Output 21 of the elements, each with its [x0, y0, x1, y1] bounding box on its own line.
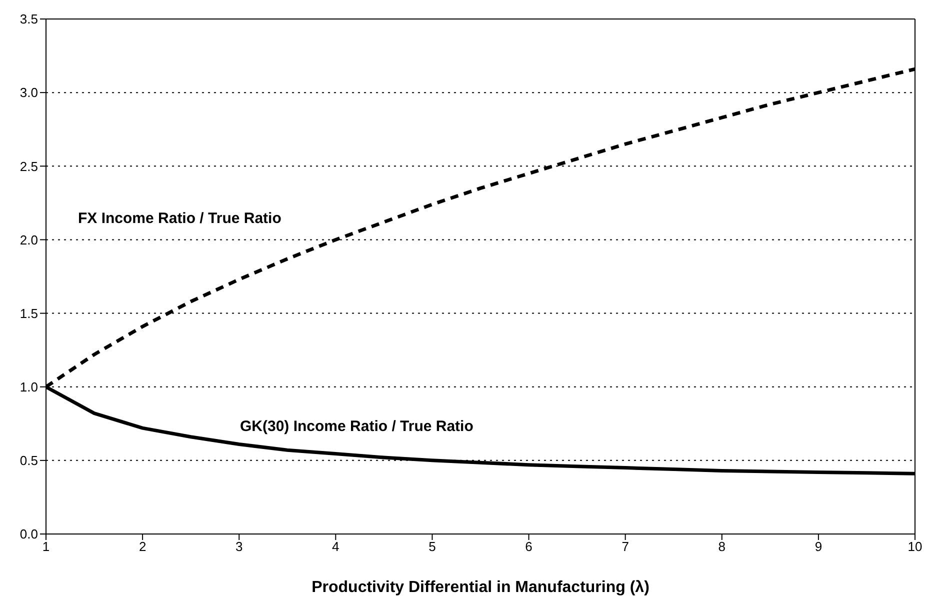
x-tick-label: 7 — [622, 539, 629, 554]
x-tick-label: 10 — [908, 539, 922, 554]
y-tick-label: 3.5 — [20, 12, 38, 27]
x-tick-label: 9 — [814, 539, 822, 554]
series-label: GK(30) Income Ratio / True Ratio — [240, 418, 474, 435]
x-tick-label: 5 — [428, 539, 436, 554]
y-tick-label: 0.5 — [20, 453, 38, 468]
x-tick-label: 2 — [138, 539, 146, 554]
text: FX Income Ratio / True Ratio — [78, 210, 282, 227]
x-tick-label: 4 — [332, 539, 340, 554]
y-tick-label: 2.0 — [20, 232, 38, 248]
y-tick-label: 1.5 — [20, 306, 38, 321]
x-tick-label: 6 — [525, 539, 532, 554]
x-tick-label: 8 — [718, 539, 726, 554]
x-axis-title: Productivity Differential in Manufacturing (λ) — [312, 579, 650, 596]
x-tick-label: 1 — [42, 539, 50, 554]
y-tick-label: 0.0 — [20, 526, 38, 542]
y-tick-label: 3.0 — [20, 85, 38, 100]
x-tick-label: 3 — [235, 539, 243, 554]
y-tick-label: 2.5 — [20, 158, 38, 174]
y-tick-label: 1.0 — [20, 379, 38, 394]
